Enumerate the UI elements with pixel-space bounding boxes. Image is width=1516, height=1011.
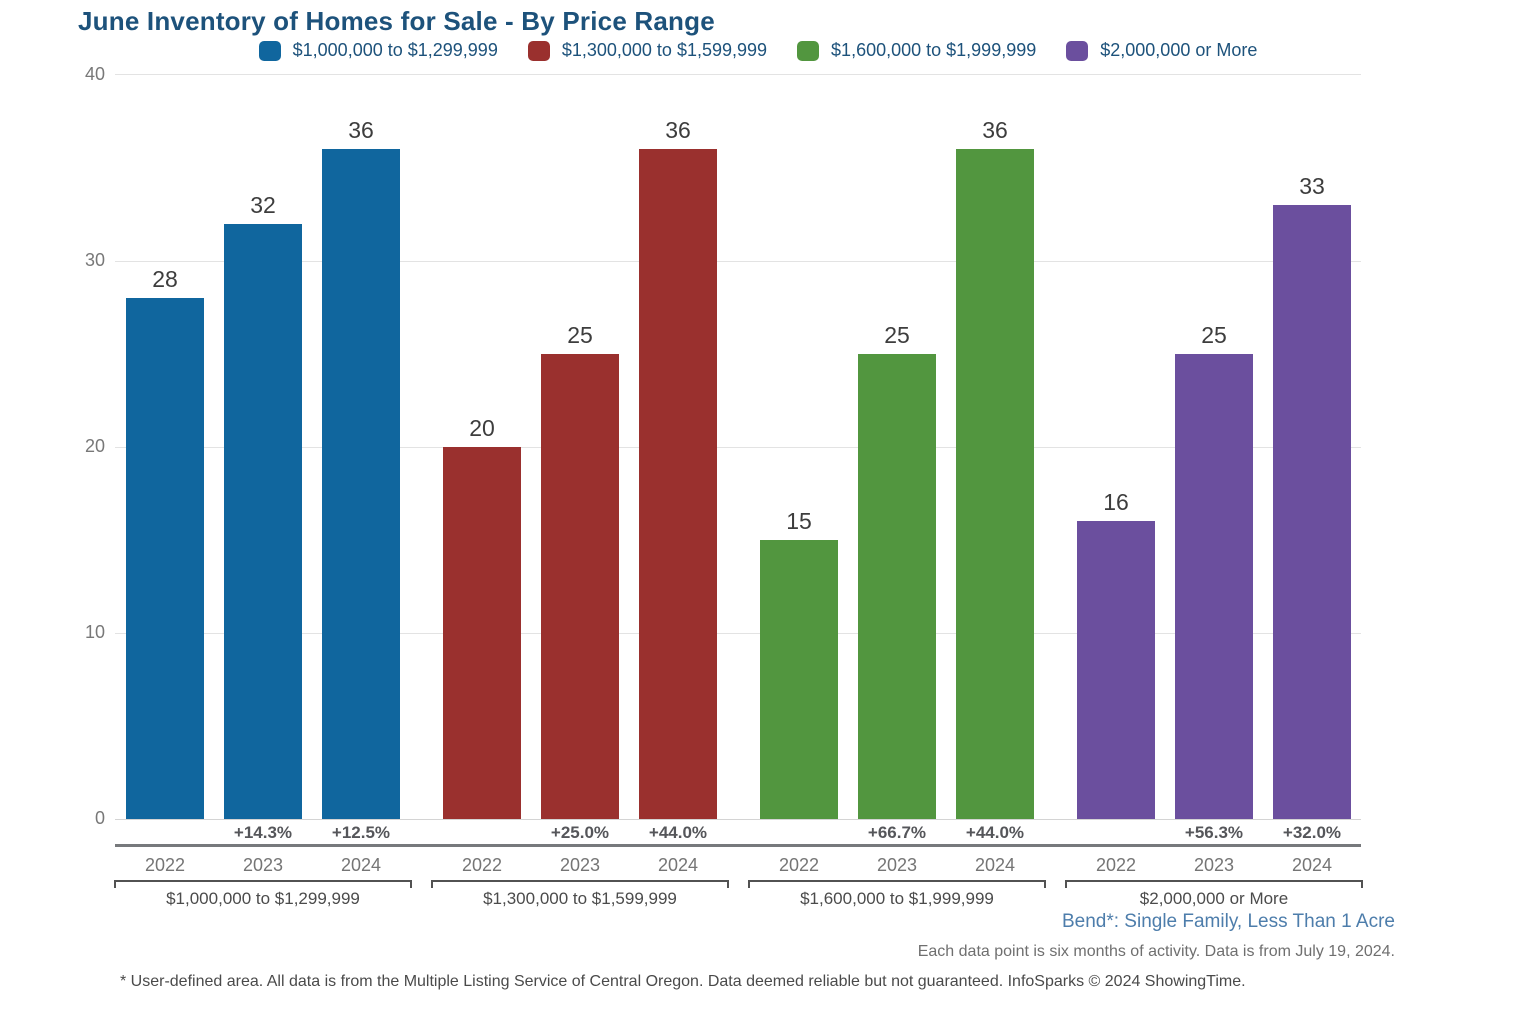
group-bracket: [1065, 880, 1363, 888]
group-label: $1,600,000 to $1,999,999: [800, 889, 994, 908]
pct-change-label: +44.0%: [965, 823, 1025, 842]
bar-2024-series-2: [956, 149, 1034, 819]
bar-2022-series-0: [126, 298, 204, 819]
plot-area: 0 10 20 30 40 28 2022 32 2023 +14.3% 36 2024 +12.5% $…: [85, 64, 1363, 908]
y-tick-label: 30: [84, 250, 105, 270]
bar-2024-series-3: [1273, 205, 1351, 819]
legend-label: $1,000,000 to $1,299,999: [292, 40, 498, 60]
pct-change-label: +32.0%: [1282, 823, 1342, 842]
pct-change-label: +66.7%: [867, 823, 927, 842]
bar-2022-series-1: [443, 447, 521, 819]
y-tick-label: 40: [84, 64, 105, 84]
group-bracket: [748, 880, 1046, 888]
group-bracket: [431, 880, 729, 888]
bar-value-label: 36: [348, 117, 374, 144]
legend-item-3: $2,000,000 or More: [1066, 40, 1257, 61]
page-title: June Inventory of Homes for Sale - By Pr…: [78, 6, 715, 36]
x-tick-label-year: 2023: [1193, 855, 1235, 875]
bar-2023-series-2: [858, 354, 936, 819]
y-tick-label: 0: [94, 808, 105, 828]
legend-swatch-icon: [258, 40, 281, 61]
x-tick-label-year: 2024: [340, 855, 382, 875]
pct-change-label: +44.0%: [648, 823, 708, 842]
pct-change-label: +56.3%: [1184, 823, 1244, 842]
bar-value-label: 32: [250, 191, 276, 218]
y-tick-label: 20: [84, 436, 105, 456]
legend-item-2: $1,600,000 to $1,999,999: [797, 40, 1036, 61]
legend-swatch-icon: [1066, 40, 1089, 61]
x-tick-label-year: 2022: [1095, 855, 1137, 875]
bar-value-label: 28: [152, 266, 178, 293]
bar-2022-series-3: [1077, 521, 1155, 819]
group-label: $1,300,000 to $1,599,999: [483, 889, 677, 908]
legend-label: $1,600,000 to $1,999,999: [831, 40, 1037, 60]
x-tick-label-year: 2022: [461, 855, 503, 875]
legend-swatch-icon: [527, 40, 550, 61]
x-axis-line: [115, 844, 1361, 847]
legend-label: $2,000,000 or More: [1100, 40, 1258, 60]
legend-label: $1,300,000 to $1,599,999: [561, 40, 768, 60]
data-note: Each data point is six months of activit…: [917, 943, 1395, 960]
gridline-y-10: [115, 633, 1361, 634]
gridline-y-40: [115, 74, 1361, 75]
legend-swatch-icon: [797, 40, 820, 61]
group-label: $2,000,000 or More: [1139, 889, 1289, 908]
gridline-y-30: [115, 261, 1361, 262]
pct-change-label: +12.5%: [331, 823, 391, 842]
bar-2022-series-2: [760, 540, 838, 819]
bar-value-label: 25: [884, 322, 910, 348]
x-tick-label-year: 2024: [657, 855, 699, 875]
bar-2024-series-0: [322, 149, 400, 819]
bar-value-label: 36: [665, 117, 691, 144]
legend-item-1: $1,300,000 to $1,599,999: [527, 40, 768, 61]
area-label: Bend*: Single Family, Less Than 1 Acre: [1061, 911, 1395, 932]
bar-value-label: 16: [1103, 489, 1129, 516]
x-tick-label-year: 2024: [974, 855, 1016, 875]
bar-2023-series-1: [541, 354, 619, 819]
bar-2023-series-0: [224, 223, 302, 819]
x-tick-label-year: 2022: [144, 855, 186, 875]
bar-value-label: 36: [982, 117, 1008, 144]
bar-value-label: 15: [786, 508, 812, 534]
bar-2024-series-1: [639, 149, 717, 819]
gridline-y-20: [115, 447, 1361, 448]
pct-change-label: +14.3%: [233, 823, 293, 842]
group-bracket: [114, 880, 412, 888]
x-tick-label-year: 2024: [1291, 855, 1333, 875]
bar-2023-series-3: [1175, 354, 1253, 819]
pct-change-label: +25.0%: [550, 823, 610, 842]
bar-value-label: 33: [1299, 173, 1325, 200]
legend-item-0: $1,000,000 to $1,299,999: [258, 40, 498, 61]
gridline-y-0: [115, 819, 1361, 820]
disclaimer: * User-defined area. All data is from th…: [120, 973, 1246, 990]
x-tick-label-year: 2023: [559, 855, 601, 875]
group-label: $1,000,000 to $1,299,999: [166, 889, 360, 908]
bar-value-label: 25: [1201, 322, 1227, 348]
x-tick-label-year: 2023: [242, 855, 284, 875]
chart-legend: $1,000,000 to $1,299,999 $1,300,000 to $1…: [0, 40, 1516, 61]
x-tick-label-year: 2023: [876, 855, 918, 875]
bar-value-label: 20: [469, 415, 495, 441]
x-tick-label-year: 2022: [778, 855, 820, 875]
y-tick-label: 10: [84, 622, 105, 642]
bar-value-label: 25: [567, 322, 593, 348]
